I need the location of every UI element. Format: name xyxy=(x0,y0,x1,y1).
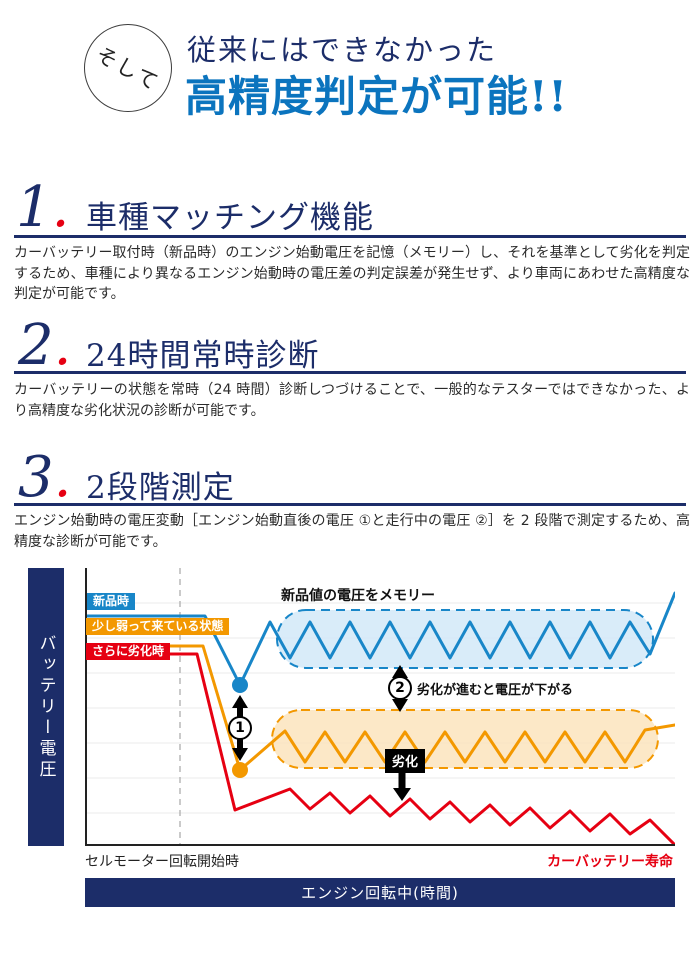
x-axis-start-label: セルモーター回転開始時 xyxy=(85,854,239,870)
annotation-memory: 新品値の電圧をメモリー xyxy=(281,588,435,604)
y-axis-label: バッテリー電圧 xyxy=(28,568,64,846)
chart-plot: 新品時 少し弱って来ている状態 さらに劣化時 新品値の電圧をメモリー 劣化が進む… xyxy=(85,568,675,846)
section-3-heading: 2段階測定 xyxy=(86,470,235,506)
legend-tag-weakening: 少し弱って来ている状態 xyxy=(86,618,230,636)
section-2-number: 2. xyxy=(18,318,71,374)
section-1-body: カーバッテリー取付時（新品時）のエンジン始動電圧を記憶（メモリー）し、それを基準… xyxy=(14,245,690,303)
section-3-body: エンジン始動時の電圧変動［エンジン始動直後の電圧 ①と走行中の電圧 ②］を 2 … xyxy=(14,513,690,550)
section-3-number: 3. xyxy=(18,450,71,506)
badge-circle: そして xyxy=(84,24,172,112)
x-axis-end-label: カーバッテリー寿命 xyxy=(547,854,673,870)
chart-svg xyxy=(85,568,675,846)
section-3-number-dot: . xyxy=(53,445,72,510)
section-2-body: カーバッテリーの状態を常時（24 時間）診断しつづけることで、一般的なテスターで… xyxy=(14,382,690,419)
section-1-numeral: 1 xyxy=(16,175,52,240)
marker-step-1: 1 xyxy=(228,716,252,740)
section-2-number-dot: . xyxy=(53,313,72,378)
section-1-rule xyxy=(14,235,686,238)
section-3-numeral: 3 xyxy=(18,445,54,510)
page-title: 高精度判定が可能!! xyxy=(185,72,568,121)
annotation-deterioration-label: 劣化 xyxy=(385,749,426,773)
marker-step-2: 2 xyxy=(388,676,412,700)
section-2-numeral: 2 xyxy=(18,313,54,378)
section-1-heading: 車種マッチング機能 xyxy=(86,200,374,236)
section-2-rule xyxy=(14,371,686,374)
badge-label: そして xyxy=(91,42,164,96)
section-2-heading: 24時間常時診断 xyxy=(86,338,320,374)
section-1-number: 1. xyxy=(16,180,69,236)
legend-tag-new: 新品時 xyxy=(87,593,136,611)
annotation-voltage-drop: 劣化が進むと電圧が下がる xyxy=(417,683,574,698)
section-1-number-dot: . xyxy=(51,175,70,240)
section-3-rule xyxy=(14,503,686,506)
legend-tag-deteriorated: さらに劣化時 xyxy=(86,643,171,661)
x-axis-title-bar: エンジン回転中(時間) xyxy=(85,878,675,907)
page-subtitle: 従来にはできなかった xyxy=(187,33,498,67)
